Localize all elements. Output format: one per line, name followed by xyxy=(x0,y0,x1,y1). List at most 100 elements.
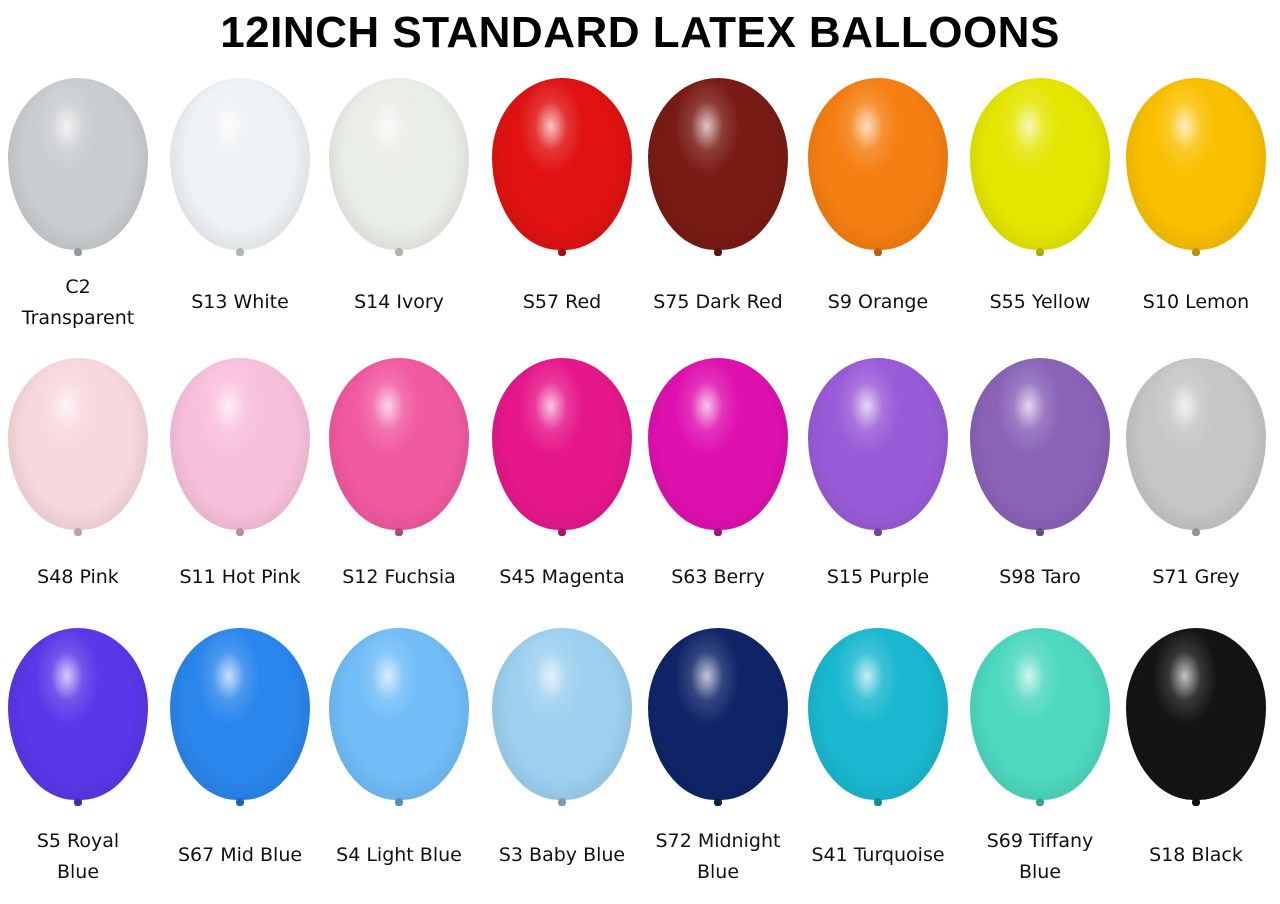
balloon-label-line: S63 Berry xyxy=(671,566,765,588)
balloon-label-line: S5 Royal xyxy=(36,830,120,852)
balloon-swatch xyxy=(970,358,1110,530)
balloon-swatch xyxy=(329,78,469,250)
balloon-label: S9 Orange xyxy=(788,287,968,318)
balloon-label-line: S18 Black xyxy=(1149,844,1243,866)
balloon-label-line: S10 Lemon xyxy=(1142,291,1250,313)
balloon-label-line: Transparent xyxy=(21,307,135,329)
balloon-label: S45 Magenta xyxy=(472,562,652,593)
balloon-label: S63 Berry xyxy=(628,562,808,593)
balloon-knot xyxy=(74,798,82,806)
balloon-swatch xyxy=(170,358,310,530)
balloon-label: S69 Tiffany Blue xyxy=(950,826,1130,888)
balloon-label: S98 Taro xyxy=(950,562,1130,593)
balloon-label-line: S12 Fuchsia xyxy=(342,566,456,588)
balloon-label-line: S72 Midnight xyxy=(655,830,781,852)
balloon-label: S11 Hot Pink xyxy=(150,562,330,593)
balloon-label: S72 Midnight Blue xyxy=(628,826,808,888)
balloon-knot xyxy=(395,528,403,536)
balloon-label-line: C2 xyxy=(65,276,91,298)
balloon-swatch xyxy=(8,358,148,530)
balloon-knot xyxy=(74,248,82,256)
balloon-label: S5 Royal Blue xyxy=(0,826,168,888)
balloon-knot xyxy=(236,798,244,806)
balloon-knot xyxy=(714,248,722,256)
balloon-label-line: S14 Ivory xyxy=(354,291,444,313)
balloon-swatch xyxy=(1126,78,1266,250)
balloon-label-line: S4 Light Blue xyxy=(336,844,462,866)
balloon-swatch xyxy=(808,78,948,250)
balloon-knot xyxy=(874,528,882,536)
balloon-label-line: S3 Baby Blue xyxy=(498,844,626,866)
balloon-label-line: Blue xyxy=(56,861,100,883)
balloon-label-line: S98 Taro xyxy=(999,566,1081,588)
balloon-knot xyxy=(874,248,882,256)
balloon-swatch xyxy=(648,358,788,530)
balloon-swatch xyxy=(648,628,788,800)
balloon-knot xyxy=(1192,528,1200,536)
balloon-swatch xyxy=(808,628,948,800)
balloon-swatch xyxy=(170,78,310,250)
balloon-label-line: Blue xyxy=(696,861,740,883)
balloon-label-line: S55 Yellow xyxy=(989,291,1091,313)
balloon-knot xyxy=(874,798,882,806)
balloon-label: S14 Ivory xyxy=(309,287,489,318)
balloon-label: S13 White xyxy=(150,287,330,318)
balloon-knot xyxy=(395,798,403,806)
balloon-label: S55 Yellow xyxy=(950,287,1130,318)
balloon-label-line: S15 Purple xyxy=(826,566,930,588)
balloon-knot xyxy=(1036,798,1044,806)
balloon-label: S10 Lemon xyxy=(1106,287,1280,318)
balloon-knot xyxy=(236,248,244,256)
balloon-label-line: S48 Pink xyxy=(37,566,119,588)
balloon-label-line: S45 Magenta xyxy=(499,566,625,588)
balloon-label: S12 Fuchsia xyxy=(309,562,489,593)
balloon-knot xyxy=(558,528,566,536)
balloon-knot xyxy=(1036,528,1044,536)
balloon-swatch xyxy=(1126,628,1266,800)
balloon-label: S18 Black xyxy=(1106,840,1280,871)
balloon-label: S67 Mid Blue xyxy=(150,840,330,871)
balloon-knot xyxy=(74,528,82,536)
balloon-label-line: S69 Tiffany xyxy=(986,830,1094,852)
balloon-knot xyxy=(558,798,566,806)
balloon-swatch xyxy=(170,628,310,800)
balloon-swatch xyxy=(492,358,632,530)
balloon-label: S57 Red xyxy=(472,287,652,318)
balloon-label-line: S71 Grey xyxy=(1152,566,1240,588)
balloon-swatch xyxy=(1126,358,1266,530)
balloon-label-line: S57 Red xyxy=(522,291,602,313)
balloon-swatch xyxy=(492,78,632,250)
balloon-label-line: S9 Orange xyxy=(827,291,929,313)
balloon-knot xyxy=(558,248,566,256)
balloon-label: S3 Baby Blue xyxy=(472,840,652,871)
balloon-label: S75 Dark Red xyxy=(628,287,808,318)
balloon-swatch xyxy=(970,628,1110,800)
balloon-label: S41 Turquoise xyxy=(788,840,968,871)
page-title: 12INCH STANDARD LATEX BALLOONS xyxy=(220,8,1060,57)
balloon-swatch xyxy=(648,78,788,250)
balloon-swatch xyxy=(329,628,469,800)
balloon-swatch xyxy=(492,628,632,800)
balloon-knot xyxy=(1192,248,1200,256)
balloon-label: S15 Purple xyxy=(788,562,968,593)
balloon-label-line: S41 Turquoise xyxy=(811,844,945,866)
balloon-label-line: S67 Mid Blue xyxy=(177,844,303,866)
balloon-swatch xyxy=(329,358,469,530)
balloon-swatch xyxy=(8,628,148,800)
balloon-swatch xyxy=(8,78,148,250)
balloon-label-line: S75 Dark Red xyxy=(653,291,783,313)
balloon-swatch xyxy=(808,358,948,530)
balloon-label-line: S11 Hot Pink xyxy=(179,566,301,588)
balloon-knot xyxy=(1192,798,1200,806)
balloon-swatch xyxy=(970,78,1110,250)
balloon-knot xyxy=(1036,248,1044,256)
balloon-knot xyxy=(395,248,403,256)
balloon-knot xyxy=(236,528,244,536)
balloon-label: C2 Transparent xyxy=(0,272,168,334)
balloon-label: S4 Light Blue xyxy=(309,840,489,871)
balloon-knot xyxy=(714,528,722,536)
balloon-knot xyxy=(714,798,722,806)
balloon-label-line: S13 White xyxy=(191,291,289,313)
balloon-label: S71 Grey xyxy=(1106,562,1280,593)
balloon-label-line: Blue xyxy=(1018,861,1062,883)
